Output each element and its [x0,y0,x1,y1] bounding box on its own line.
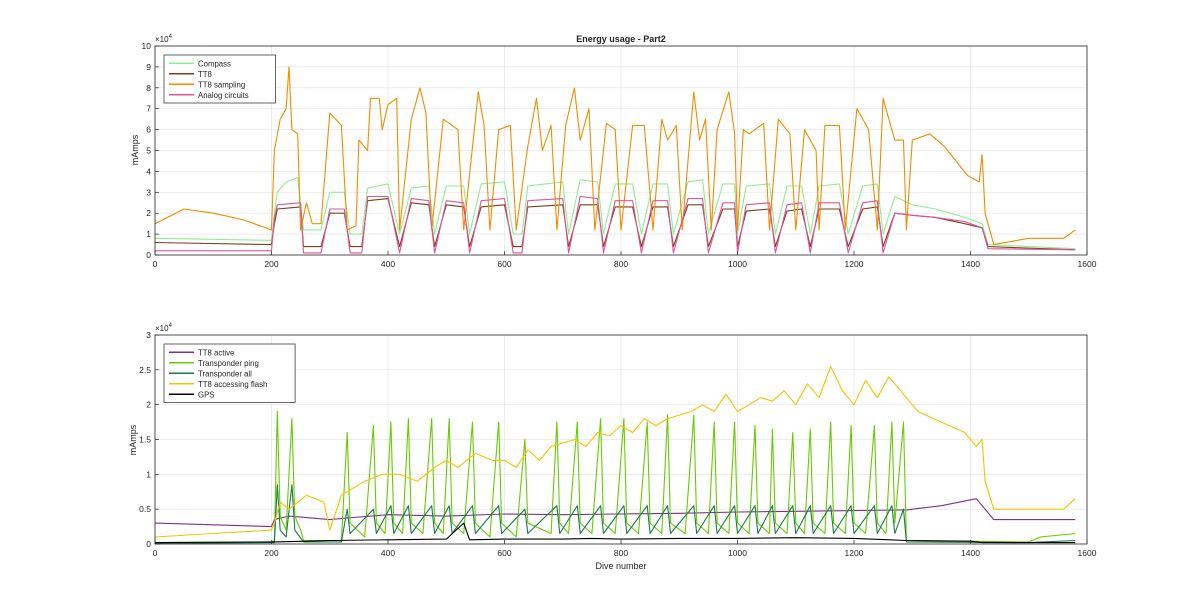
bottom-legend-label: TT8 active [198,348,234,357]
bottom-y-axis-label: mAmps [128,424,138,455]
top-axes: 0 200 400 600 800 1000 1200 1400 1600 0 1 2 3 4 5 6 7 8 9 1… [130,34,1097,269]
bottom-x-tick-label: 1200 [845,548,864,558]
bottom-legend-label: GPS [198,390,214,399]
top-y-tick-label: 1 [146,229,151,239]
bottom-axes: 0 200 400 600 800 1000 1200 1400 1600 0 0.5 1 1.5 2 2.… [128,323,1097,571]
top-series-line-2 [154,198,1076,251]
top-y-tick-label: 3 [146,187,151,197]
top-y-tick-label: 7 [146,104,151,114]
top-legend-label: Compass [198,59,231,68]
bottom-x-tick-label: 200 [264,548,278,558]
top-x-tick-label: 400 [381,259,395,269]
top-ticks: 0 200 400 600 800 1000 1200 1400 1600 0 1 2 3 4 5 6 7 8 9 1… [142,41,1097,269]
bottom-ticks: 0 200 400 600 800 1000 1200 1400 1600 0 0.5 1 1.5 2 2.… [139,330,1097,558]
bottom-series-lines [154,365,1076,544]
top-exponent-label: ×104 [155,34,173,44]
bottom-x-tick-label: 1400 [961,548,980,558]
bottom-x-tick-label: 1600 [1078,548,1097,558]
top-chart-title: Energy usage - Part2 [576,34,666,44]
top-y-tick-label: 5 [146,146,151,156]
top-y-tick-label: 2 [146,208,151,218]
top-y-tick-label: 9 [146,62,151,72]
bottom-exponent-label: ×104 [155,323,173,333]
top-exponent-power: 4 [169,34,173,40]
bottom-y-tick-label: 2.5 [139,365,151,375]
top-series-line-1 [154,177,1076,250]
bottom-series-line-5 [154,522,1076,544]
top-x-tick-label: 600 [497,259,511,269]
bottom-exponent-base: ×10 [155,324,169,333]
bottom-x-axis-label: Dive number [595,561,646,571]
bottom-x-tick-label: 0 [153,548,158,558]
bottom-y-tick-label: 0 [146,539,151,549]
bottom-exponent-power: 4 [169,323,173,329]
bottom-y-tick-label: 2 [146,400,151,410]
top-legend-label: TT8 sampling [198,80,245,89]
bottom-x-tick-label: 400 [381,548,395,558]
top-x-tick-label: 0 [153,259,158,269]
top-series-line-4 [155,195,1076,254]
bottom-series-line-3 [154,484,1076,544]
bottom-legend-label: Transponder ping [198,359,259,368]
bottom-y-tick-label: 0.5 [139,504,151,514]
top-y-tick-label: 0 [146,250,151,260]
top-grid [154,45,1088,256]
bottom-y-tick-label: 1 [146,469,151,479]
top-x-tick-label: 1600 [1078,259,1097,269]
top-x-tick-label: 800 [614,259,628,269]
bottom-series-line-2 [154,411,1076,544]
top-y-tick-label: 4 [146,166,151,176]
top-x-tick-label: 1400 [961,259,980,269]
top-y-axis-label: mAmps [130,134,140,165]
bottom-x-tick-label: 800 [614,548,628,558]
bottom-legend-label: TT8 accessing flash [198,380,267,389]
bottom-y-tick-label: 3 [146,330,151,340]
bottom-series-line-1 [154,498,1076,528]
bottom-legend-label: Transponder all [198,369,252,378]
top-y-tick-label: 6 [146,125,151,135]
bottom-series-line-4 [154,365,1076,538]
top-exponent-base: ×10 [155,35,169,44]
top-x-tick-label: 1000 [728,259,747,269]
top-legend-label: Analog circuits [198,91,249,100]
top-series-lines [154,66,1076,254]
top-x-tick-label: 200 [264,259,278,269]
top-x-tick-label: 1200 [845,259,864,269]
bottom-x-tick-label: 600 [497,548,511,558]
top-legend-label: TT8 [198,70,212,79]
top-y-tick-label: 10 [142,41,152,51]
bottom-y-tick-label: 1.5 [139,435,151,445]
top-y-tick-label: 8 [146,83,151,93]
bottom-x-tick-label: 1000 [728,548,747,558]
